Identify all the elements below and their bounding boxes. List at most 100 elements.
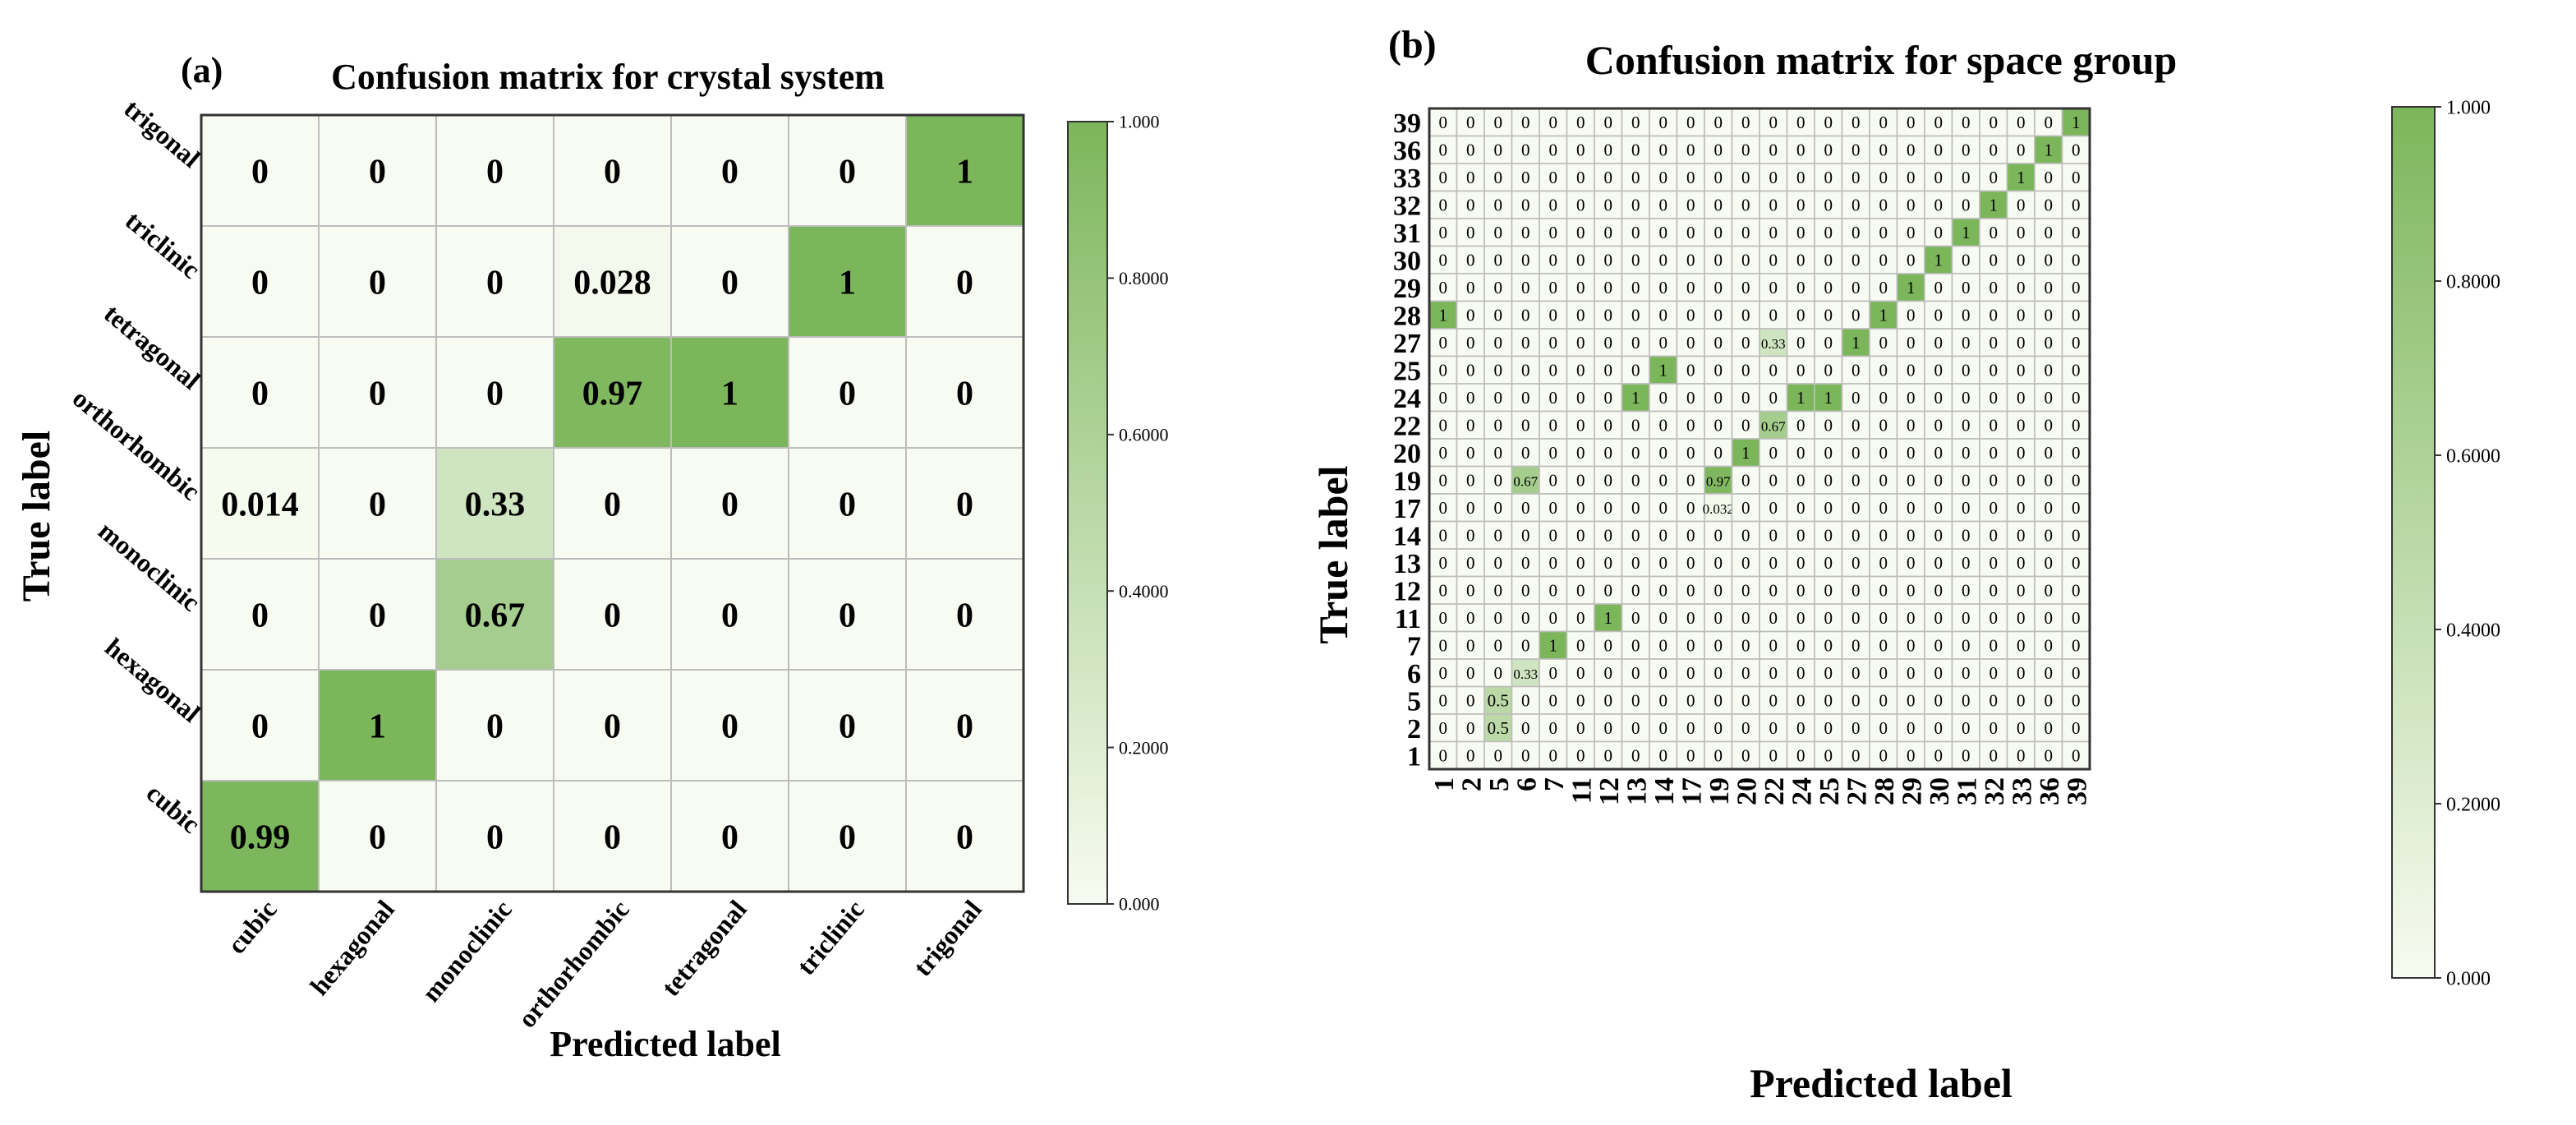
cell-value-label: 0 — [486, 819, 504, 857]
cell-value-label: 0 — [1741, 608, 1750, 628]
heatmap-cell — [1896, 465, 1925, 495]
heatmap-cell — [2006, 190, 2036, 219]
cell-value-label: 0 — [1466, 168, 1475, 187]
heatmap-cell — [1979, 273, 2008, 302]
heatmap-cell — [1649, 328, 1678, 357]
cell-value-label: 0 — [1659, 140, 1668, 159]
cell-value-label: 0 — [1659, 223, 1668, 242]
cell-value-label: 0 — [721, 819, 738, 857]
cell-value-label: 0 — [1576, 663, 1585, 683]
heatmap-cell — [1566, 465, 1595, 495]
cell-value-label: 0 — [1659, 305, 1668, 325]
cell-value-label: 0 — [1796, 140, 1806, 159]
cell-value-label: 0 — [604, 819, 621, 857]
panel-a-colorbar: 0.000 0.2000 0.4000 0.6000 0.8000 1.000 — [1067, 112, 1169, 915]
heatmap-cell — [1428, 273, 1458, 302]
cell-value-label: 0.67 — [1761, 418, 1786, 434]
cell-value-label: 0 — [1521, 415, 1530, 435]
cell-value-label: 0 — [1824, 690, 1833, 710]
heatmap-cell — [1951, 245, 1980, 274]
heatmap-cell — [1814, 355, 1843, 385]
cell-value-label: 0 — [1576, 498, 1585, 518]
cell-value-label: 0 — [1796, 525, 1806, 545]
cell-value-label: 0 — [1934, 168, 1944, 187]
cell-value-label: 0 — [1549, 278, 1558, 297]
heatmap-cell — [1649, 493, 1678, 523]
cell-value-label: 1 — [1824, 388, 1833, 408]
cell-value-label: 0 — [1796, 415, 1806, 435]
cell-value-label: 0 — [1769, 745, 1778, 765]
cell-value-label: 0 — [1576, 690, 1585, 710]
heatmap-cell — [1621, 493, 1650, 523]
cell-value-label: 0 — [1686, 250, 1695, 270]
cell-value-label: 0 — [1576, 745, 1585, 765]
x-tick-label: 6 — [1511, 777, 1542, 791]
y-tick-label: 1 — [1407, 741, 1421, 772]
cell-value-label: 0 — [1824, 305, 1833, 325]
heatmap-cell — [1511, 685, 1540, 715]
cell-value-label: 0 — [1741, 525, 1750, 545]
cell-value-label: 0 — [2045, 223, 2054, 242]
cell-value-label: 0 — [1604, 388, 1613, 408]
cell-value-label: 0 — [1962, 553, 1971, 573]
y-tick-label: trigonal — [118, 94, 205, 173]
cell-value-label: 0 — [1962, 443, 1971, 463]
cell-value-label: 0 — [721, 597, 738, 635]
heatmap-cell — [2006, 520, 2036, 550]
heatmap-cell — [1566, 548, 1595, 578]
cell-value-label: 0 — [1521, 278, 1530, 297]
cell-value-label: 0 — [2017, 663, 2026, 683]
heatmap-cell — [1814, 630, 1843, 660]
heatmap-cell — [1841, 713, 1870, 743]
cell-value-label: 0 — [1824, 415, 1833, 435]
cell-value-label: 0 — [1549, 195, 1558, 214]
cell-value-label: 0 — [1824, 168, 1833, 187]
cell-value-label: 0 — [1852, 498, 1861, 518]
cell-value-label: 1 — [1907, 278, 1916, 297]
cell-value-label: 0 — [1659, 745, 1668, 765]
heatmap-cell — [1704, 190, 1733, 219]
heatmap-cell — [1621, 713, 1650, 743]
cell-value-label: 0 — [251, 597, 269, 635]
cell-value-label: 1 — [1852, 333, 1861, 353]
cell-value-label: 0 — [486, 265, 504, 302]
cell-value-label: 0 — [1604, 745, 1613, 765]
cell-value-label: 0 — [1879, 718, 1888, 738]
cell-value-label: 0 — [1962, 718, 1971, 738]
heatmap-cell — [1484, 713, 1513, 743]
y-tick-label: 31 — [1393, 219, 1421, 249]
cell-value-label: 0 — [1962, 470, 1971, 490]
y-tick-label: cubic — [141, 777, 206, 838]
heatmap-cell — [2061, 135, 2091, 164]
cell-value-label: 0 — [1990, 415, 1999, 435]
cell-value-label: 0 — [1796, 168, 1806, 187]
cell-value-label: 0 — [2072, 195, 2081, 214]
heatmap-cell — [1924, 245, 1953, 274]
cell-value-label: 0 — [1962, 635, 1971, 655]
heatmap-cell — [1759, 685, 1788, 715]
cell-value-label: 0 — [1879, 470, 1888, 490]
cell-value-label: 0 — [1631, 140, 1640, 159]
heatmap-cell — [1704, 465, 1733, 495]
cell-value-label: 0 — [1659, 635, 1668, 655]
cell-value-label: 0 — [1576, 278, 1585, 297]
cell-value-label: 0 — [1466, 690, 1475, 710]
heatmap-cell — [1951, 493, 1980, 523]
heatmap-cell — [1896, 410, 1925, 440]
x-tick-label: hexagonal — [304, 894, 400, 1000]
cell-value-label: 0 — [1494, 663, 1503, 683]
cell-value-label: 0 — [1934, 415, 1944, 435]
heatmap-cell — [905, 780, 1024, 892]
cell-value-label: 0 — [1962, 745, 1971, 765]
cell-value-label: 0 — [1659, 718, 1668, 738]
cell-value-label: 0 — [1466, 443, 1475, 463]
cell-value-label: 0 — [2072, 415, 2081, 435]
cell-value-label: 0 — [369, 486, 386, 524]
cell-value-label: 0 — [1824, 718, 1833, 738]
cell-value-label: 0 — [1741, 168, 1750, 187]
x-tick-label: 12 — [1594, 777, 1625, 805]
cell-value-label: 0 — [251, 154, 269, 191]
cell-value-label: 0 — [369, 819, 386, 857]
heatmap-cell — [1869, 300, 1898, 330]
cell-value-label: 0 — [1796, 635, 1806, 655]
